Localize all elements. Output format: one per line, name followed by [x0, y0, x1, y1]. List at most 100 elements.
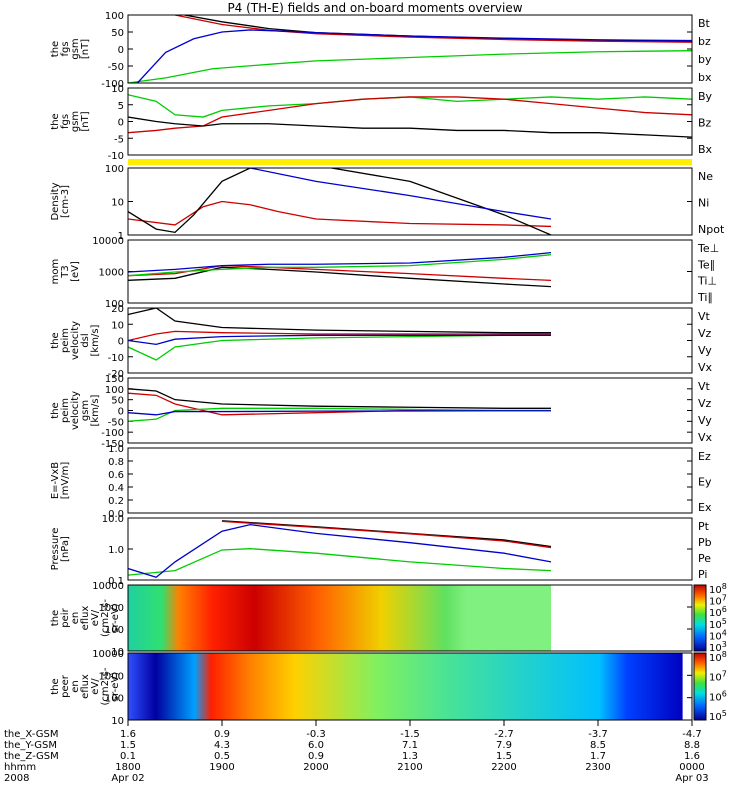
- series-Pe-line: [128, 548, 552, 576]
- panel-9-ylabel: the: [50, 678, 61, 694]
- series-Te⊥-line: [128, 265, 552, 281]
- panel-6-ytick: 0.0: [108, 509, 124, 520]
- panel-9-ylabel: eV/: [90, 678, 101, 695]
- series-Pb-line: [221, 520, 552, 549]
- legend-Vy: Vy: [698, 344, 712, 357]
- legend-Vy: Vy: [698, 414, 712, 427]
- panel-3-ytick: 10000: [92, 236, 124, 247]
- panel-0-ylabel: the: [50, 41, 61, 57]
- xaxis-value: 1.6: [120, 729, 136, 740]
- xaxis-value: 8.5: [590, 740, 606, 751]
- panel-6-frame: [127, 447, 693, 514]
- xaxis-value: -4.7: [682, 729, 702, 740]
- panel-4-ytick: 10: [111, 320, 124, 331]
- xaxis-value: 1.6: [684, 751, 700, 762]
- panel-4-ylabel: velocity: [70, 321, 81, 360]
- panel-7-ytick: 10.0: [102, 514, 124, 525]
- panel-1-ytick: 5: [118, 101, 124, 112]
- series-Npot-line: [248, 168, 552, 220]
- panel-4-ytick: 20: [111, 304, 124, 315]
- legend-Vt: Vt: [698, 380, 711, 393]
- panel-4-ylabel: peim: [60, 328, 71, 353]
- panel-3-ylabel: T3: [60, 265, 71, 278]
- series-Vy-line: [128, 334, 551, 361]
- panel-9-ytick: 10000: [92, 649, 124, 660]
- legend-Vz: Vz: [698, 327, 712, 340]
- panel-1-ytick: 0: [118, 118, 124, 129]
- panel-8-ytick: 10: [111, 647, 124, 658]
- panel-5-ylabel: the: [50, 402, 61, 418]
- panel-3-ytick: 100: [105, 299, 124, 310]
- panel-8-frame: [127, 584, 693, 652]
- panel-4-ylabel: dsl: [80, 333, 91, 347]
- series-Pi-line: [128, 523, 552, 578]
- panel-3-ytick: 1000: [99, 268, 124, 279]
- xaxis-row-label: hhmm: [4, 762, 36, 773]
- series-Ti⊥-line: [128, 251, 552, 273]
- panel-8-ytick: 10000: [92, 581, 124, 592]
- panel-6-ytick: 0.2: [108, 496, 124, 507]
- legend-Ni: Ni: [698, 197, 709, 210]
- legend-Vx: Vx: [698, 431, 713, 444]
- panel-9-ylabel: sr-eV): [110, 672, 121, 701]
- panel-4-ytick: -10: [108, 353, 124, 364]
- panel-1-ytick: 10: [111, 84, 124, 95]
- panel-1-ylabel: gsm: [70, 111, 81, 132]
- xaxis-value: -1.5: [400, 729, 420, 740]
- panel-9-ylabel: eflux: [80, 674, 91, 699]
- panel-8-ylabel: eflux: [80, 606, 91, 631]
- panel-9-colorbar-tick: 107: [709, 670, 727, 684]
- xaxis-value: 2300: [585, 762, 610, 773]
- panel-5-ytick: 50: [111, 396, 124, 407]
- series-bx-line: [136, 29, 692, 83]
- series-Ni-line: [128, 168, 552, 235]
- xaxis-value: 6.0: [308, 740, 324, 751]
- legend-Npot: Npot: [698, 223, 725, 236]
- legend-Ex: Ex: [698, 501, 712, 514]
- xaxis-value: 1800: [115, 762, 140, 773]
- xaxis-value: -3.7: [588, 729, 608, 740]
- legend-Pe: Pe: [698, 552, 711, 565]
- panel-1-frame: [127, 87, 693, 156]
- legend-By: By: [698, 90, 713, 103]
- panel-9-colorbar-tick: 105: [709, 709, 727, 723]
- xaxis-value: 7.9: [496, 740, 512, 751]
- panel-8-heatmap: [128, 585, 551, 651]
- series-Ti∥-line: [128, 254, 552, 277]
- panel-0-ylabel: gsm: [70, 38, 81, 59]
- panel-9-ytick: 100: [105, 694, 124, 705]
- panel-2-ytick: 1: [118, 231, 124, 242]
- panel-2-ylabel: [cm-3]: [60, 185, 71, 218]
- xaxis-value: 1.7: [590, 751, 606, 762]
- panel-4-ytick: -20: [108, 369, 124, 380]
- xaxis-value: 0000: [679, 762, 704, 773]
- series-Ne-line: [128, 200, 552, 228]
- legend-Pb: Pb: [698, 536, 712, 549]
- xaxis-date-end: Apr 03: [675, 773, 708, 784]
- panel-1-ylabel: the: [50, 113, 61, 129]
- xaxis-value: 0.9: [308, 751, 324, 762]
- panel-5-ylabel: velocity: [70, 391, 81, 430]
- panel-0-ytick: 0: [118, 45, 124, 56]
- legend-Te∥: Te∥: [697, 258, 715, 271]
- panel-0-ylabel: [nT]: [80, 39, 91, 59]
- legend-Te⊥: Te⊥: [697, 242, 719, 255]
- xaxis-value: 7.1: [402, 740, 418, 751]
- series-Vt-line: [128, 308, 551, 334]
- legend-by: by: [698, 53, 712, 66]
- panel-7-frame: [127, 517, 693, 581]
- legend-Ey: Ey: [698, 476, 712, 489]
- legend-bx: bx: [698, 71, 712, 84]
- panel-3-frame: [127, 239, 693, 304]
- xaxis-value: 1.5: [496, 751, 512, 762]
- legend-Ez: Ez: [698, 450, 711, 463]
- panel-5-ylabel: peim: [60, 398, 71, 423]
- series-by-line: [128, 50, 692, 83]
- panel-9-ylabel: en: [70, 680, 81, 693]
- series-Bx-line: [128, 116, 692, 138]
- legend-Ti∥: Ti∥: [697, 291, 713, 304]
- panel-4-frame: [127, 307, 693, 374]
- panel-9-colorbar: [693, 652, 707, 721]
- panel-2-ytick: 100: [105, 164, 124, 175]
- legend-Pt: Pt: [698, 520, 710, 533]
